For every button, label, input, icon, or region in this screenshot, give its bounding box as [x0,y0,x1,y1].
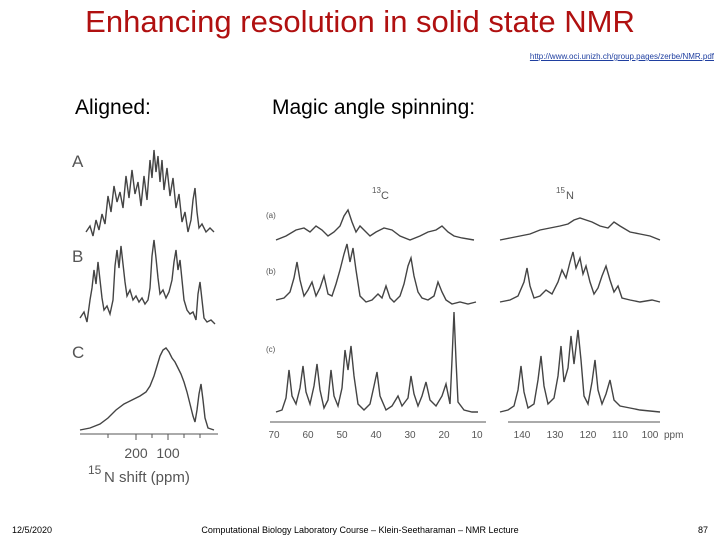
spectrum-13c-b [275,243,477,305]
row-label-a: (a) [266,211,276,220]
n-tick-110: 110 [612,430,628,441]
footer-course: Computational Biology Laboratory Course … [201,525,519,535]
n-axis-unit: ppm [664,430,683,441]
aligned-spectra-figure: A B C 200 100 15 N shift (ppm) [72,149,218,486]
spectrum-c [79,347,215,431]
source-link[interactable]: http://www.oci.unizh.ch/group.pages/zerb… [529,52,714,61]
spectrum-15n-b [499,251,661,303]
c-tick-30: 30 [404,430,416,441]
c-tick-10: 10 [471,430,483,441]
aligned-tick-200: 200 [124,445,148,461]
footer-page-number: 87 [697,525,708,535]
panel-label-b: B [72,247,83,266]
c-tick-20: 20 [438,430,450,441]
aligned-axis-label-superscript: 15 [88,463,102,477]
n-tick-120: 120 [580,430,597,441]
aligned-tick-100: 100 [156,445,180,461]
panel-label-c: C [72,343,84,362]
row-label-b: (b) [266,267,276,276]
spectrum-15n-a [499,217,661,241]
c-tick-70: 70 [268,430,280,441]
footer-date: 12/5/2020 [12,525,53,535]
nucleus-15n-symbol: N [566,190,574,202]
aligned-axis-label: N shift (ppm) [104,469,190,486]
c-tick-60: 60 [302,430,314,441]
spectrum-13c-c [275,311,478,413]
panel-label-a: A [72,152,84,171]
nucleus-15n-superscript: 15 [556,186,565,195]
c-tick-50: 50 [336,430,348,441]
n-tick-100: 100 [642,430,659,441]
spectrum-15n-c [499,329,661,413]
nucleus-13c-superscript: 13 [372,186,381,195]
mas-spectra-figure: 13 C 15 N (a) (b) (c) 70 60 50 40 30 20 … [266,186,683,441]
row-label-c: (c) [266,345,276,354]
spectrum-13c-a [275,208,475,241]
heading-magic-angle-spinning: Magic angle spinning: [272,96,476,119]
n-tick-130: 130 [547,430,564,441]
slide-title: Enhancing resolution in solid state NMR [85,4,635,39]
n-tick-140: 140 [514,430,531,441]
spectrum-b [79,239,216,325]
spectrum-a [85,149,215,237]
nucleus-13c-symbol: C [381,190,389,202]
c-tick-40: 40 [370,430,382,441]
heading-aligned: Aligned: [75,96,151,119]
